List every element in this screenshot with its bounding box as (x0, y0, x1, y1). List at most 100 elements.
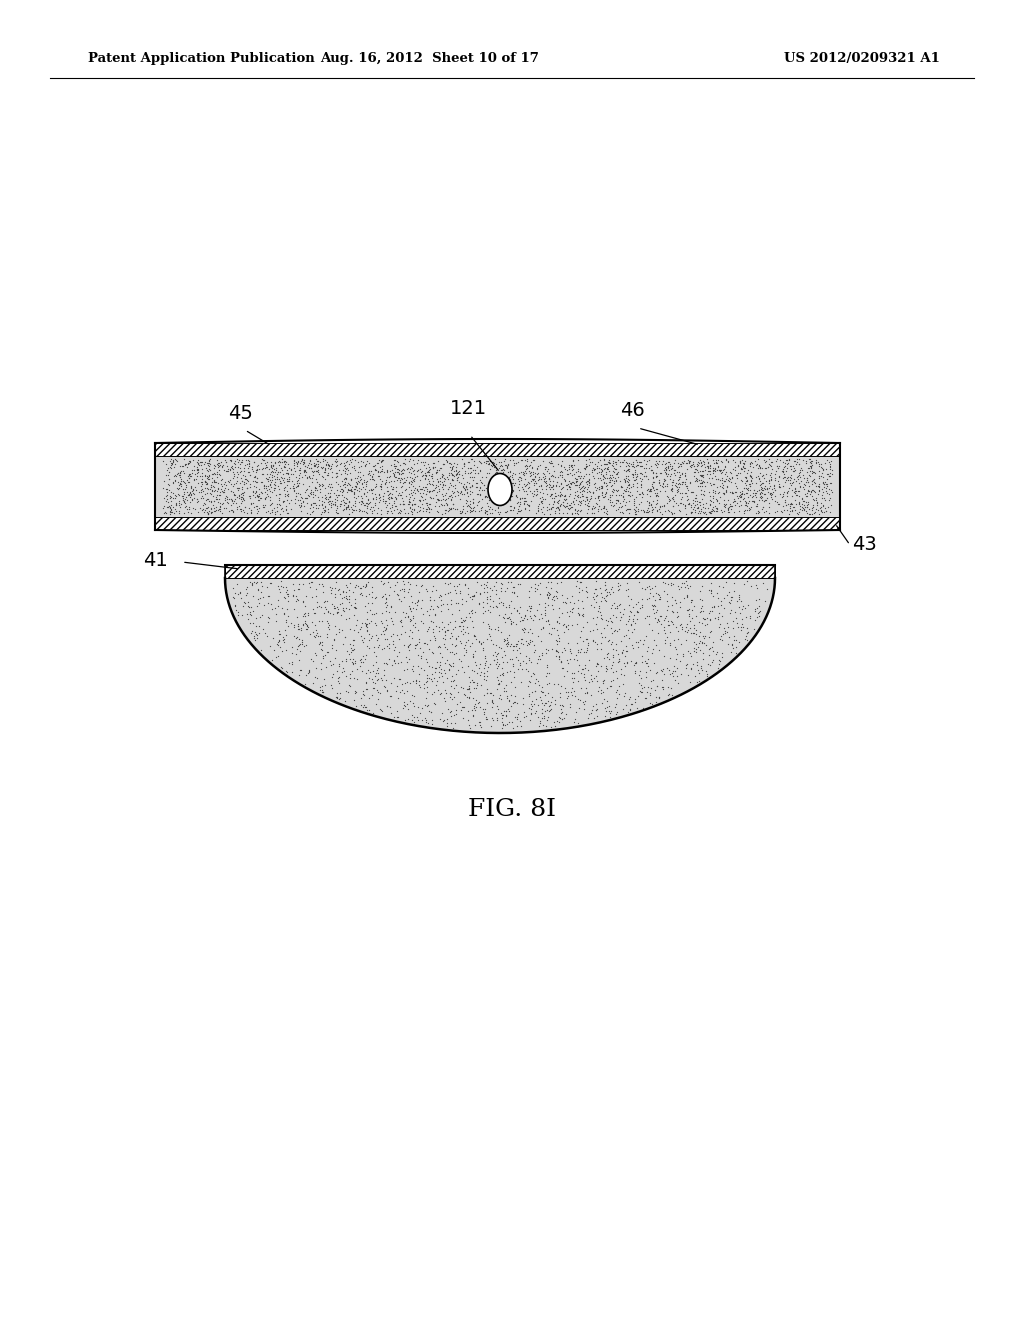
Point (731, 602, 748, 623)
Point (692, 499, 709, 520)
Point (513, 610, 529, 631)
Point (541, 499, 557, 520)
Point (170, 462, 186, 483)
Point (505, 635, 521, 656)
Point (473, 453, 489, 474)
Point (379, 680, 395, 701)
Point (374, 461, 390, 482)
Point (730, 455, 746, 477)
Point (722, 495, 738, 516)
Point (346, 467, 362, 488)
Point (544, 623, 560, 644)
Point (453, 503, 469, 524)
Point (354, 651, 371, 672)
Point (597, 590, 613, 611)
Point (155, 478, 171, 499)
Point (241, 450, 257, 471)
Point (485, 649, 502, 671)
Point (524, 610, 541, 631)
Point (239, 478, 255, 499)
Point (478, 651, 495, 672)
Point (520, 676, 537, 697)
Point (337, 467, 353, 488)
Point (178, 469, 195, 490)
Point (451, 459, 467, 480)
Point (644, 595, 660, 616)
Point (250, 578, 266, 599)
Point (535, 681, 551, 702)
Point (435, 709, 452, 730)
Point (289, 470, 305, 491)
Point (428, 484, 444, 506)
Point (610, 651, 627, 672)
Point (358, 495, 375, 516)
Point (524, 462, 541, 483)
Point (525, 664, 542, 685)
Point (709, 490, 725, 511)
Point (404, 482, 421, 503)
Point (611, 595, 628, 616)
Point (607, 470, 624, 491)
Point (745, 479, 762, 500)
Point (682, 622, 698, 643)
Point (279, 639, 295, 660)
Point (782, 494, 799, 515)
Point (708, 643, 724, 664)
Point (336, 474, 352, 495)
Point (805, 479, 821, 500)
Point (327, 450, 343, 471)
Point (590, 451, 606, 473)
Point (415, 477, 431, 498)
Point (558, 616, 574, 638)
Point (461, 688, 477, 709)
Point (606, 479, 623, 500)
Point (587, 487, 603, 508)
Point (437, 474, 454, 495)
Point (181, 487, 198, 508)
Point (517, 474, 534, 495)
Point (340, 682, 356, 704)
Point (701, 603, 718, 624)
Point (709, 642, 725, 663)
Point (299, 492, 315, 513)
Point (226, 453, 243, 474)
Point (449, 463, 465, 484)
Point (173, 473, 189, 494)
Point (577, 693, 593, 714)
Point (208, 499, 224, 520)
Point (199, 502, 215, 523)
Point (256, 496, 272, 517)
Point (683, 496, 699, 517)
Point (498, 483, 514, 504)
Point (670, 453, 686, 474)
Point (242, 465, 258, 486)
Point (291, 578, 307, 599)
Point (503, 634, 519, 655)
Point (656, 623, 673, 644)
Point (369, 660, 385, 681)
Point (305, 486, 322, 507)
Point (422, 587, 438, 609)
Point (738, 474, 755, 495)
Point (628, 631, 644, 652)
Point (272, 582, 289, 603)
Point (285, 585, 301, 606)
Point (263, 492, 280, 513)
Point (523, 577, 540, 598)
Point (677, 495, 693, 516)
Point (291, 635, 307, 656)
Point (718, 462, 734, 483)
Point (495, 714, 511, 735)
Point (705, 636, 721, 657)
Point (475, 451, 492, 473)
Point (433, 594, 450, 615)
Point (333, 494, 349, 515)
Point (671, 467, 687, 488)
Point (649, 676, 666, 697)
Point (820, 466, 837, 487)
Point (457, 610, 473, 631)
Point (224, 455, 241, 477)
Point (281, 471, 297, 492)
Point (338, 665, 354, 686)
Point (319, 462, 336, 483)
